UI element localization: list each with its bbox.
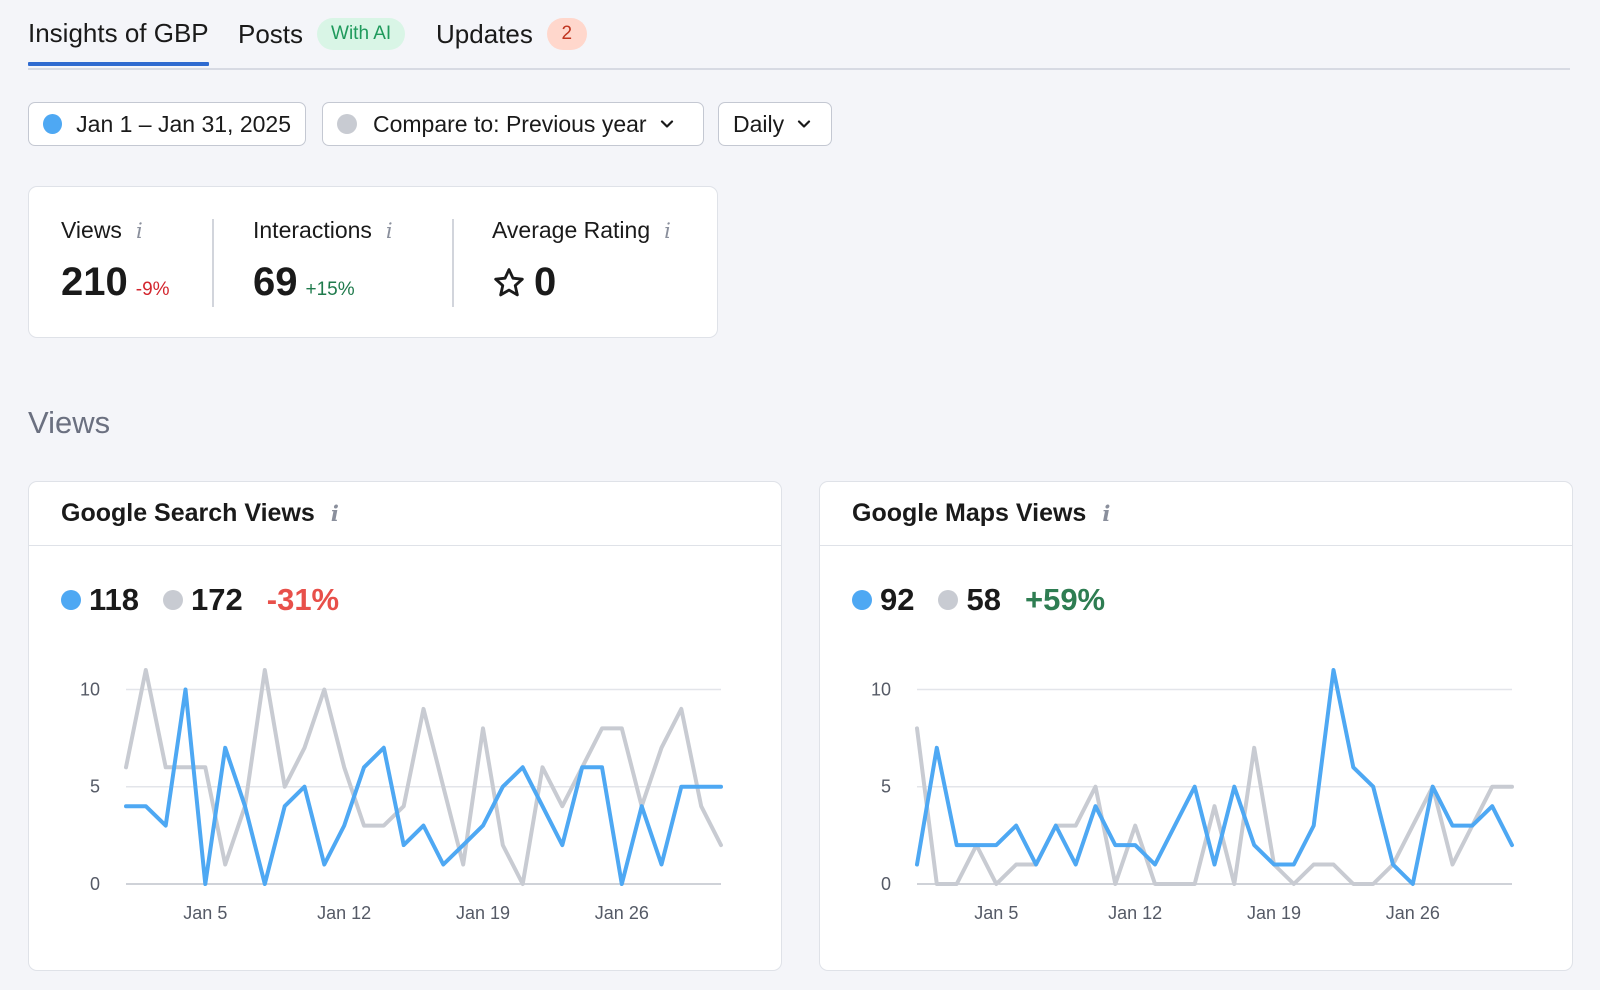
granularity-dropdown[interactable]: Daily bbox=[718, 102, 832, 146]
tab-bar: Insights of GBP Posts With AI Updates 2 bbox=[28, 0, 1570, 70]
current-period-dot-icon bbox=[852, 590, 872, 610]
previous-period-series-line bbox=[915, 726, 1514, 886]
card-title: Google Maps Views bbox=[852, 499, 1087, 527]
previous-period-dot-icon bbox=[938, 590, 959, 610]
kpi-label: Interactions bbox=[253, 217, 372, 243]
current-period-series-line bbox=[915, 668, 1514, 886]
card-title: Google Search Views bbox=[61, 499, 315, 527]
previous-period-series-line bbox=[124, 668, 723, 886]
current-total: 118 bbox=[89, 582, 140, 617]
kpi-label: Views bbox=[61, 217, 122, 243]
y-tick-label: 0 bbox=[90, 874, 100, 894]
with-ai-badge: With AI bbox=[317, 18, 406, 50]
star-outline-icon bbox=[494, 267, 524, 296]
google-search-views-card: Google Search Views i 118 172 -31% 0 5 10 J… bbox=[28, 481, 782, 971]
kpi-delta: -9% bbox=[135, 279, 170, 300]
x-tick-label: Jan 26 bbox=[595, 903, 649, 923]
chevron-down-icon bbox=[660, 120, 673, 128]
section-title-views: Views bbox=[28, 405, 111, 440]
info-icon[interactable]: i bbox=[385, 218, 393, 243]
tab-label: Posts bbox=[238, 18, 304, 49]
tab-insights-of-gbp[interactable]: Insights of GBP bbox=[28, 18, 209, 66]
info-icon[interactable]: i bbox=[135, 218, 143, 243]
x-tick-label: Jan 5 bbox=[183, 903, 227, 923]
current-period-dot-icon bbox=[43, 114, 63, 134]
compare-label: Compare to: Previous year bbox=[373, 110, 647, 137]
previous-period-dot-icon bbox=[163, 590, 184, 610]
card-header: Google Maps Views i bbox=[820, 482, 1572, 546]
kpi-label: Average Rating bbox=[492, 217, 651, 243]
divider bbox=[212, 219, 214, 307]
line-chart: 0 5 10 Jan 5 Jan 12 Jan 19 Jan 26 bbox=[871, 668, 1514, 923]
tab-label: Insights of GBP bbox=[28, 18, 209, 48]
info-icon[interactable]: i bbox=[1102, 501, 1111, 526]
x-tick-label: Jan 19 bbox=[456, 903, 510, 923]
granularity-label: Daily bbox=[733, 110, 785, 137]
compare-dropdown[interactable]: Compare to: Previous year bbox=[322, 102, 704, 146]
y-tick-label: 5 bbox=[881, 777, 891, 797]
kpi-value: 0 bbox=[534, 260, 557, 304]
y-tick-label: 10 bbox=[80, 679, 100, 699]
change-percent: -31% bbox=[266, 582, 340, 617]
x-tick-label: Jan 19 bbox=[1247, 903, 1301, 923]
y-tick-label: 5 bbox=[90, 777, 100, 797]
info-icon[interactable]: i bbox=[664, 218, 671, 243]
current-total: 92 bbox=[880, 582, 915, 617]
updates-count-badge: 2 bbox=[546, 18, 587, 50]
kpi-views: Views i 210 -9% bbox=[61, 217, 170, 305]
tab-posts[interactable]: Posts With AI bbox=[238, 18, 406, 50]
change-percent: +59% bbox=[1024, 582, 1106, 617]
info-icon[interactable]: i bbox=[330, 501, 339, 526]
kpi-summary-card: Views i 210 -9% Interactions i 69 +15% A… bbox=[28, 186, 718, 338]
kpi-average-rating: Average Rating i 0 bbox=[492, 217, 671, 305]
chart-summary: 118 172 -31% bbox=[61, 582, 339, 618]
y-tick-label: 10 bbox=[871, 679, 891, 699]
previous-period-dot-icon bbox=[337, 114, 357, 134]
y-tick-label: 0 bbox=[881, 874, 891, 894]
kpi-value: 210 bbox=[61, 260, 128, 304]
chevron-down-icon bbox=[798, 120, 811, 128]
kpi-interactions: Interactions i 69 +15% bbox=[253, 217, 393, 305]
card-header: Google Search Views i bbox=[29, 482, 781, 546]
current-period-series-line bbox=[124, 687, 723, 886]
kpi-value: 69 bbox=[253, 260, 298, 304]
google-maps-views-card: Google Maps Views i 92 58 +59% 0 5 10 Jan 5… bbox=[819, 481, 1573, 971]
chart-summary: 92 58 +59% bbox=[852, 582, 1105, 618]
previous-total: 172 bbox=[191, 582, 243, 617]
kpi-delta: +15% bbox=[305, 279, 355, 300]
x-tick-label: Jan 12 bbox=[317, 903, 371, 923]
date-range-picker[interactable]: Jan 1 – Jan 31, 2025 bbox=[28, 102, 306, 146]
x-tick-label: Jan 5 bbox=[974, 903, 1018, 923]
line-chart: 0 5 10 Jan 5 Jan 12 Jan 19 Jan 26 bbox=[80, 668, 723, 923]
tab-updates[interactable]: Updates 2 bbox=[436, 18, 587, 50]
current-period-dot-icon bbox=[61, 590, 81, 610]
divider bbox=[452, 219, 454, 307]
x-tick-label: Jan 26 bbox=[1386, 903, 1440, 923]
previous-total: 58 bbox=[966, 582, 1001, 617]
x-tick-label: Jan 12 bbox=[1108, 903, 1162, 923]
date-range-label: Jan 1 – Jan 31, 2025 bbox=[76, 110, 291, 137]
tab-label: Updates bbox=[436, 18, 533, 49]
